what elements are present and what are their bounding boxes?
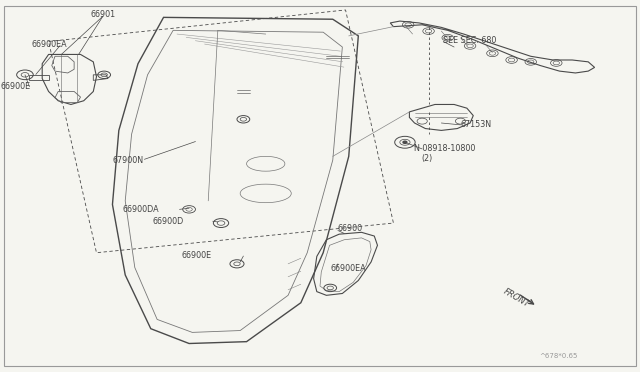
- Text: N 08918-10800: N 08918-10800: [414, 144, 476, 153]
- Text: 66900E: 66900E: [181, 251, 212, 260]
- Text: (2): (2): [421, 154, 432, 163]
- Circle shape: [403, 141, 407, 143]
- Text: 66901: 66901: [90, 10, 115, 19]
- Text: 66900EA: 66900EA: [32, 40, 68, 49]
- Text: 66900EA: 66900EA: [331, 264, 367, 273]
- Text: 66900DA: 66900DA: [122, 205, 159, 214]
- Text: ^678*0.65: ^678*0.65: [539, 353, 577, 359]
- Text: 66900: 66900: [338, 224, 363, 233]
- Text: FRONT: FRONT: [502, 287, 531, 309]
- Text: 66900E: 66900E: [1, 82, 31, 91]
- Text: 67153N: 67153N: [461, 120, 492, 129]
- Text: SEE SEC. 680: SEE SEC. 680: [443, 36, 496, 45]
- Text: 67900N: 67900N: [113, 155, 143, 164]
- Text: 66900D: 66900D: [153, 217, 184, 226]
